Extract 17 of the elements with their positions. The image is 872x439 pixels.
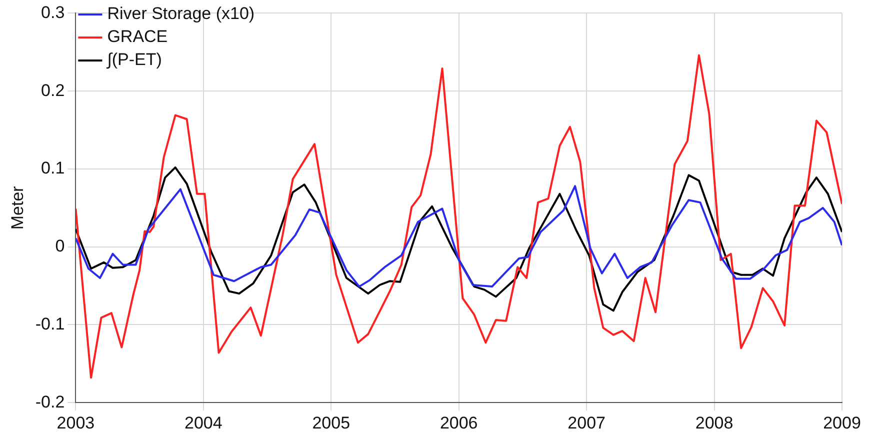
x-tick-label: 2009	[823, 413, 861, 432]
y-tick-label: 0.3	[41, 2, 65, 22]
x-tick-label: 2007	[568, 413, 606, 432]
x-tick-label: 2004	[184, 413, 222, 432]
y-axis-title: Meter	[8, 186, 27, 230]
legend-label: River Storage (x10)	[107, 4, 255, 24]
legend-label: GRACE	[107, 27, 168, 46]
x-tick-label: 2008	[695, 413, 734, 432]
y-tick-label: -0.1	[35, 314, 65, 334]
y-tick-label: -0.2	[35, 392, 65, 412]
y-tick-label: 0.1	[41, 158, 65, 178]
x-tick-label: 2003	[56, 413, 95, 432]
legend-label: ∫(P-ET)	[106, 50, 162, 70]
y-tick-label: 0.2	[41, 80, 65, 100]
x-tick-label: 2006	[440, 413, 478, 432]
y-tick-label: 0	[55, 236, 65, 256]
x-tick-label: 2005	[312, 413, 350, 432]
